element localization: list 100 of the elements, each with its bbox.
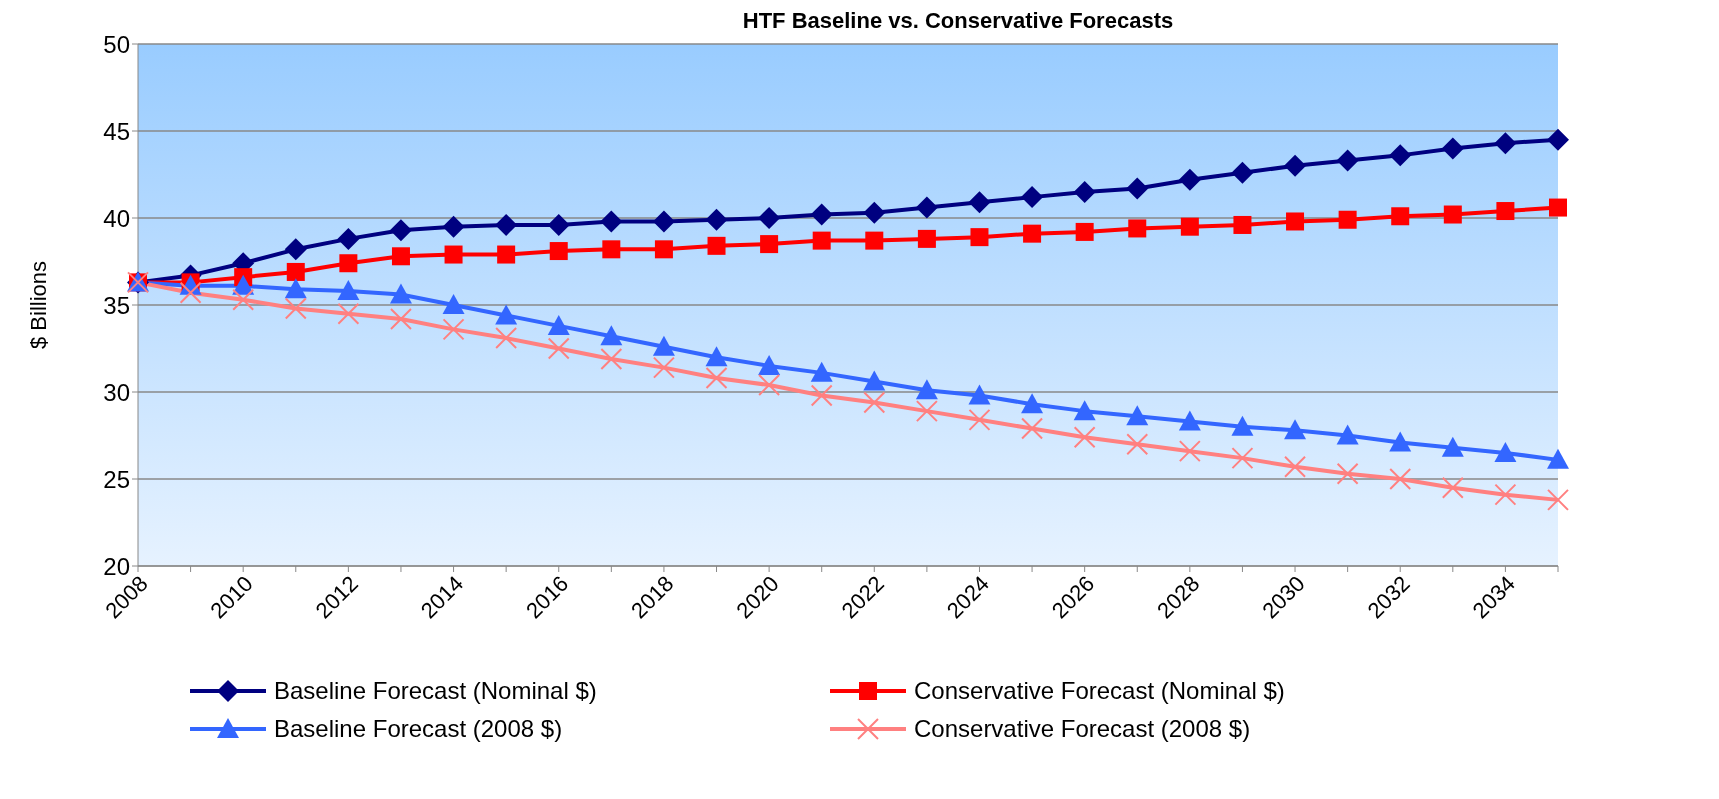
point — [1286, 212, 1305, 231]
point — [1547, 448, 1569, 469]
legend-label: Conservative Forecast (2008 $) — [914, 715, 1251, 743]
point — [1494, 441, 1517, 462]
point — [389, 219, 412, 242]
point — [232, 288, 255, 311]
point — [1547, 488, 1569, 511]
y-tick-label: 50 — [103, 30, 130, 58]
point — [1126, 405, 1149, 426]
point — [497, 245, 516, 264]
point — [337, 227, 360, 250]
point — [1178, 440, 1201, 463]
point — [1178, 410, 1201, 431]
point — [1441, 476, 1464, 499]
point — [1021, 417, 1044, 440]
point — [549, 242, 568, 261]
point — [547, 213, 570, 236]
point — [1549, 198, 1567, 217]
point — [442, 318, 465, 341]
point — [758, 374, 781, 397]
point — [1441, 137, 1464, 160]
point — [705, 346, 728, 367]
point — [915, 379, 938, 400]
point — [760, 235, 779, 254]
point — [758, 207, 781, 229]
point — [863, 391, 886, 414]
point — [1389, 468, 1412, 490]
point — [707, 236, 726, 255]
point — [1073, 400, 1096, 421]
point — [1284, 455, 1307, 478]
point — [286, 262, 305, 281]
legend-label: Baseline Forecast (Nominal $) — [274, 677, 597, 705]
point — [1021, 186, 1044, 209]
point — [705, 208, 728, 231]
point — [547, 337, 570, 360]
y-tick-label: 30 — [103, 378, 130, 406]
point — [1389, 431, 1412, 452]
point — [1231, 415, 1254, 436]
point — [705, 367, 728, 390]
point — [1231, 447, 1254, 470]
point — [1233, 215, 1252, 234]
point — [1338, 210, 1357, 229]
point — [1023, 224, 1042, 243]
point — [1336, 462, 1359, 485]
point — [1389, 144, 1412, 167]
y-tick-label: 20 — [103, 552, 130, 580]
point — [1180, 217, 1199, 236]
y-axis-title: $ Billions — [25, 260, 51, 350]
point — [758, 354, 781, 375]
point — [810, 203, 833, 226]
point — [652, 335, 675, 356]
point — [1494, 132, 1517, 155]
point — [1128, 219, 1147, 238]
y-tick-label: 45 — [103, 117, 130, 145]
point — [1547, 128, 1569, 151]
point — [1441, 436, 1464, 457]
point — [1021, 393, 1044, 414]
point — [1075, 222, 1094, 241]
point — [1073, 180, 1096, 203]
point — [600, 347, 623, 370]
point — [810, 384, 833, 407]
point — [1336, 149, 1359, 172]
point — [970, 228, 989, 247]
y-tick-label: 35 — [103, 291, 130, 319]
point — [1496, 202, 1515, 221]
point — [915, 400, 938, 423]
legend-label: Baseline Forecast (2008 $) — [274, 715, 563, 743]
point — [284, 238, 307, 261]
point — [652, 210, 675, 233]
point — [1231, 161, 1254, 184]
point — [391, 247, 410, 266]
point — [968, 384, 991, 405]
point — [600, 325, 623, 346]
point — [444, 245, 463, 264]
point — [495, 213, 518, 236]
point — [863, 201, 886, 224]
point — [968, 191, 991, 214]
y-tick-label: 25 — [103, 465, 130, 493]
point — [602, 240, 621, 259]
point — [1284, 154, 1307, 177]
point — [1073, 426, 1096, 449]
point — [654, 240, 673, 259]
point — [337, 280, 360, 301]
point — [1126, 177, 1149, 200]
point — [915, 196, 938, 219]
point — [652, 356, 675, 379]
point — [442, 294, 465, 314]
point — [339, 254, 358, 273]
point — [1494, 483, 1517, 506]
point — [1443, 205, 1462, 224]
point — [812, 231, 831, 250]
point — [1126, 433, 1149, 456]
point — [1336, 424, 1359, 445]
point — [389, 307, 412, 330]
chart-title: HTF Baseline vs. Conservative Forecasts — [741, 8, 1175, 35]
point — [600, 210, 623, 233]
point — [442, 215, 465, 238]
point — [495, 304, 518, 325]
point — [968, 408, 991, 431]
point — [284, 278, 307, 299]
